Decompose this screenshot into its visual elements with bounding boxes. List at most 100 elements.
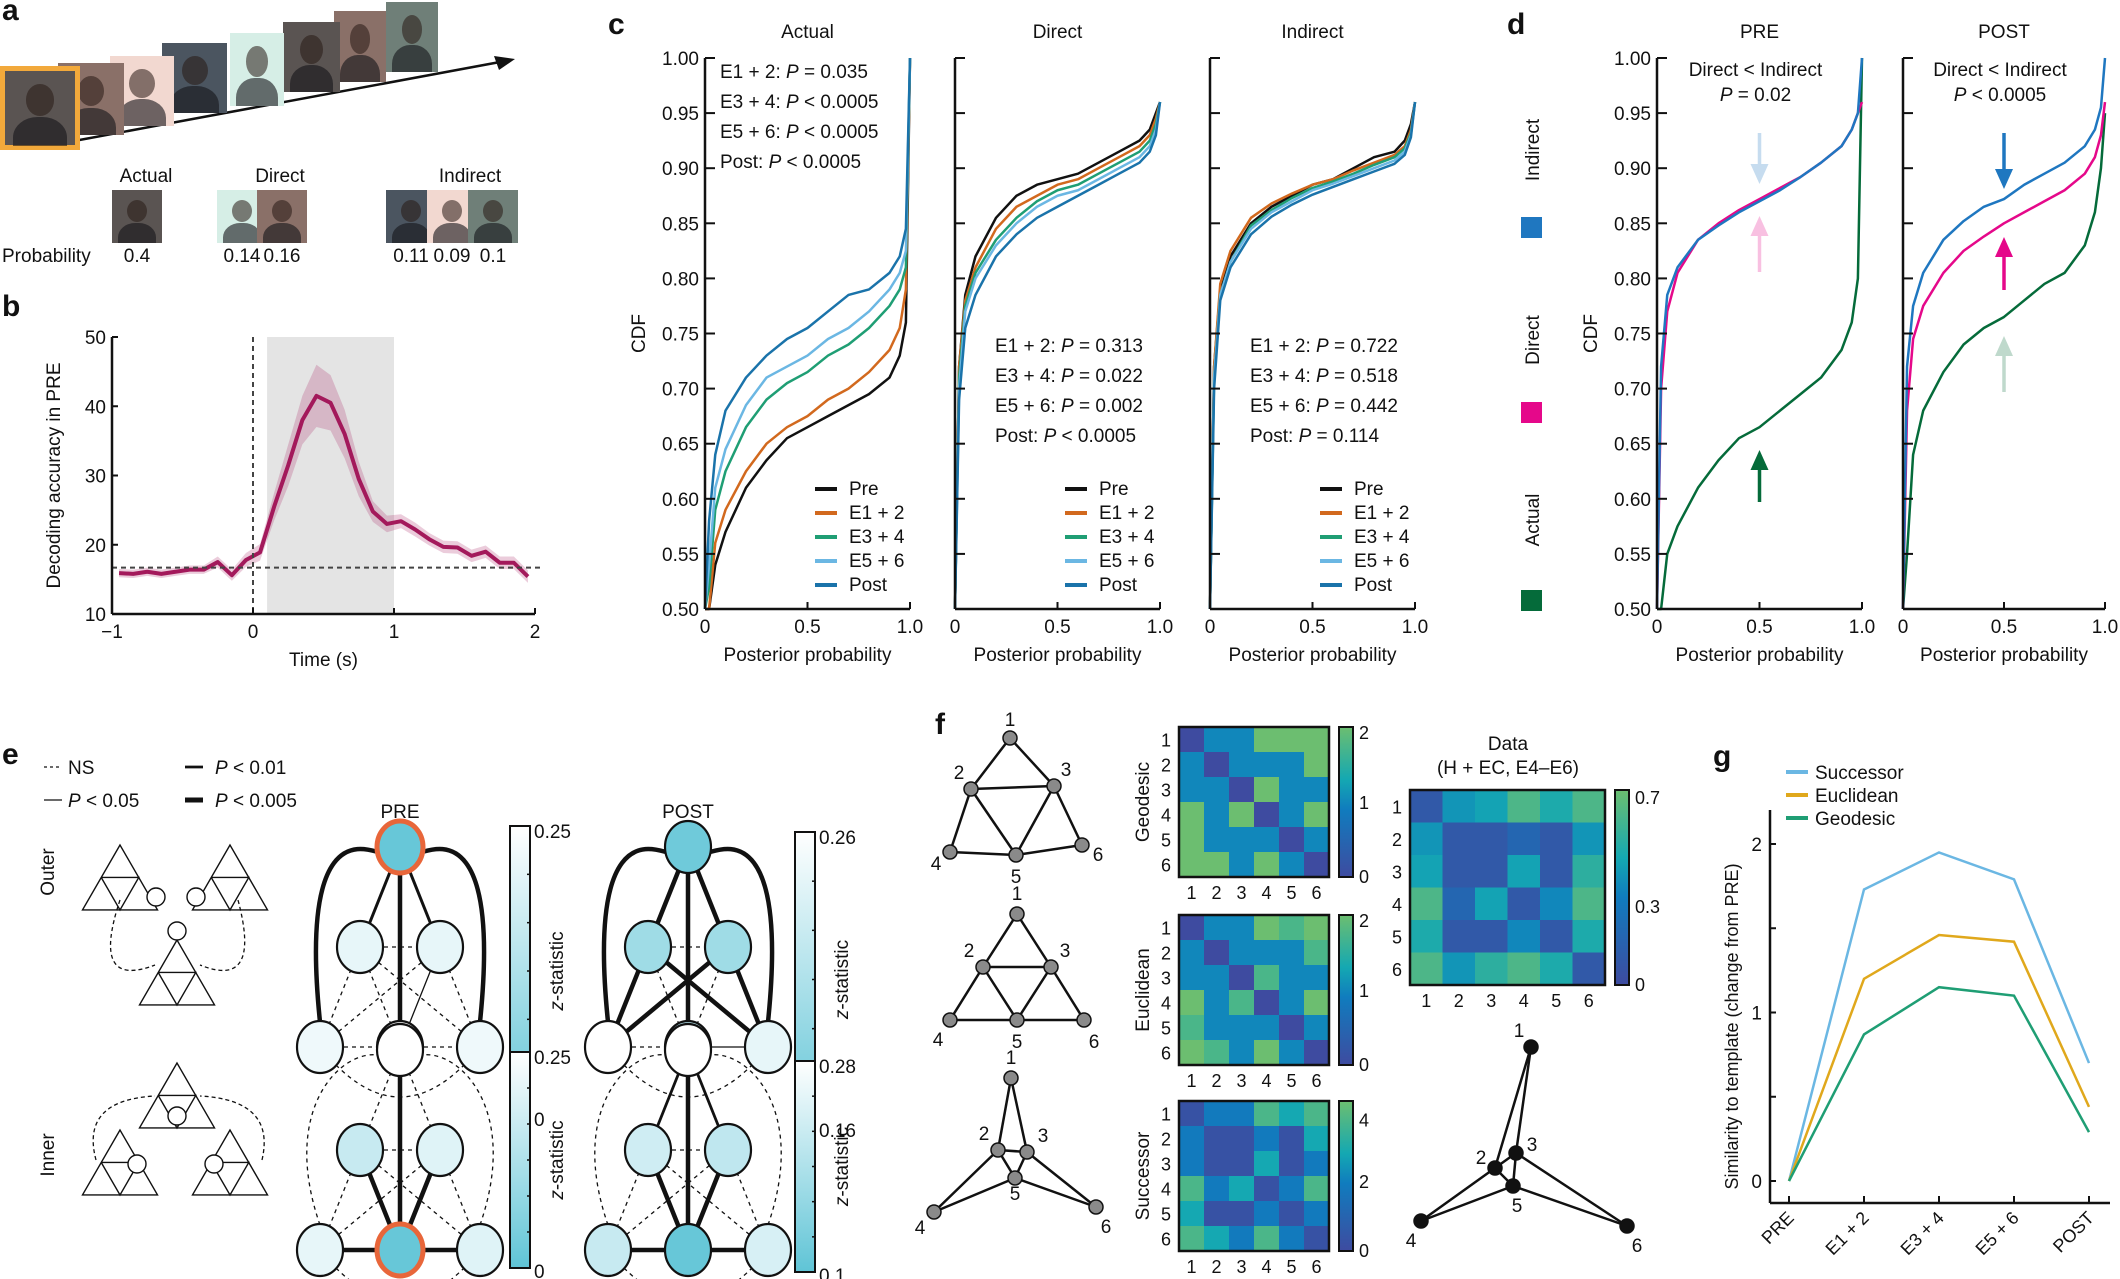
inner-schematic xyxy=(81,1061,269,1197)
probability-row-label: Probability xyxy=(2,246,91,267)
heatmap-cell xyxy=(1254,940,1280,966)
node-label: 3 xyxy=(1061,760,1072,781)
heatmap-frame xyxy=(1177,913,1331,1067)
timeline-arrow-icon xyxy=(73,56,515,143)
graph-node xyxy=(1019,1144,1035,1160)
colorbar-tick-label: 4 xyxy=(1359,1111,1369,1131)
heatmap-cell xyxy=(1507,920,1541,953)
body-silhouette-icon xyxy=(223,222,261,243)
graph-edge xyxy=(1014,785,1056,856)
graph-edge xyxy=(1493,1046,1533,1169)
colorbar-max-label: 0.28 xyxy=(819,1057,856,1078)
triangle-schematic-icon xyxy=(138,1061,216,1130)
row-tick-label: 6 xyxy=(1392,960,1402,980)
y-tick-label: 0.60 xyxy=(1614,490,1651,511)
heatmap-cell xyxy=(1179,852,1205,878)
node-label: 1 xyxy=(1514,1021,1525,1042)
heatmap-cell xyxy=(1204,827,1230,853)
subplot-title: Actual xyxy=(781,22,834,43)
p-value-annotation: E1 + 2: P = 0.722 xyxy=(1250,336,1398,357)
row-tick-label: 1 xyxy=(1161,1105,1171,1125)
row-tick-label: 2 xyxy=(1161,944,1171,964)
p-value-annotation: Post: P = 0.114 xyxy=(1250,426,1379,447)
seed-node xyxy=(374,818,426,876)
heatmap-cell xyxy=(1304,1015,1330,1041)
colorbar-axis-label: z-statistic xyxy=(832,940,853,1020)
heatmap-cell xyxy=(1279,1226,1305,1252)
heatmap-cell xyxy=(1254,1226,1280,1252)
graph-node xyxy=(1505,1178,1521,1194)
graph-node xyxy=(1619,1218,1635,1234)
face-silhouette-icon xyxy=(181,55,208,85)
heatmap-cell xyxy=(1279,752,1305,778)
graph-edge xyxy=(1015,843,1083,857)
graph-edge xyxy=(1512,1184,1628,1228)
heatmap-cell xyxy=(1204,727,1230,753)
face-photo-man-suit xyxy=(386,2,438,72)
network-inner-post xyxy=(583,1022,793,1279)
face-silhouette-icon xyxy=(300,34,323,64)
p-value-annotation: Post: P < 0.0005 xyxy=(995,426,1136,447)
legend-label: E1 + 2 xyxy=(1354,503,1409,524)
body-silhouette-icon xyxy=(289,65,334,92)
face-silhouette-icon xyxy=(401,14,423,44)
heatmap-cell xyxy=(1229,727,1255,753)
graph-edge xyxy=(970,737,1011,790)
node-label: 3 xyxy=(1038,1126,1049,1147)
node-marker xyxy=(127,1154,147,1174)
x-tick-label: 0.5 xyxy=(1991,617,2017,638)
heatmap-cell xyxy=(1304,1201,1330,1227)
y-tick-label: 30 xyxy=(85,467,106,488)
cdf-line-e12 xyxy=(953,101,1162,610)
legend-swatch-actual xyxy=(1521,590,1542,611)
heatmap-cell xyxy=(1229,940,1255,966)
heatmap-cell xyxy=(1572,822,1606,856)
heatmap-cell xyxy=(1204,752,1230,778)
node-marker xyxy=(204,1154,224,1174)
network-node xyxy=(663,819,713,875)
heatmap-cell xyxy=(1179,827,1205,853)
group-title-indirect: Indirect xyxy=(438,166,502,187)
heatmap-cell xyxy=(1204,777,1230,803)
colorbar-tick-label: 0 xyxy=(1359,867,1369,887)
graph-node xyxy=(975,959,991,975)
node-label: 2 xyxy=(964,941,975,962)
heatmap-cell xyxy=(1229,1176,1255,1202)
arrow-head xyxy=(1750,164,1769,184)
colorbar xyxy=(1338,726,1354,878)
heatmap-cell xyxy=(1229,802,1255,828)
network-node xyxy=(623,919,673,975)
legend-label: Post xyxy=(849,575,888,596)
y-tick-label: 0.80 xyxy=(1614,269,1651,290)
graph-node xyxy=(1074,837,1090,853)
body-silhouette-icon xyxy=(392,222,430,243)
y-tick-label: 0.55 xyxy=(1614,545,1651,566)
legend-label: Post xyxy=(1099,575,1138,596)
legend-label: Pre xyxy=(849,479,879,500)
heatmap-cell xyxy=(1229,1126,1255,1152)
heatmap-cell xyxy=(1254,1015,1280,1041)
heatmap-cell xyxy=(1254,727,1280,753)
heatmap-cell xyxy=(1442,920,1476,953)
series-line-euclidean xyxy=(1787,933,2091,1182)
colorbar-axis-label: z-statistic xyxy=(832,1127,853,1207)
heatmap-cell xyxy=(1540,887,1573,921)
p-value-annotation: Post: P < 0.0005 xyxy=(720,152,861,173)
col-tick-label: 1 xyxy=(1186,883,1196,903)
p-value-annotation: E5 + 6: P = 0.442 xyxy=(1250,396,1398,417)
column-title-pre: PRE xyxy=(380,802,419,823)
heatmap-cell xyxy=(1229,777,1255,803)
node-marker xyxy=(167,921,187,941)
y-tick-label: 0.70 xyxy=(1614,380,1651,401)
network-node xyxy=(583,1222,633,1278)
network-node xyxy=(375,1022,425,1078)
cdf-line-post xyxy=(1208,101,1417,610)
node-label: 4 xyxy=(933,1030,944,1051)
heatmap-frame xyxy=(1177,725,1331,879)
node-label: 1 xyxy=(1005,710,1016,731)
col-tick-label: 2 xyxy=(1211,883,1221,903)
probability-value: 0.14 xyxy=(223,246,261,267)
body-silhouette-icon xyxy=(392,45,432,72)
heatmap-cell xyxy=(1507,887,1541,921)
colorbar-min-label: 0 xyxy=(534,1262,545,1279)
